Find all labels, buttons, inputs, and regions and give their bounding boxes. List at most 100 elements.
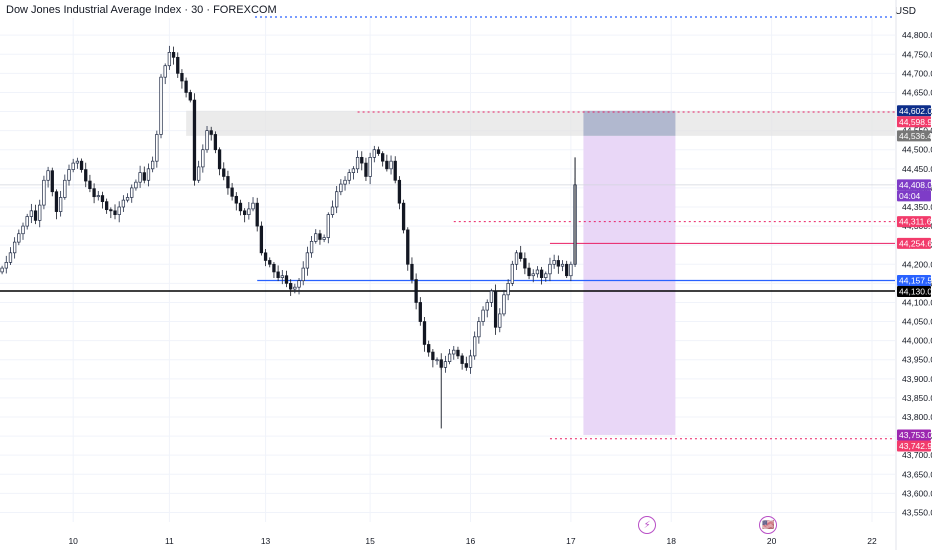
long-position-stop-area (583, 135, 676, 435)
candle-body (79, 160, 84, 170)
price-tag (897, 286, 931, 297)
candle-body (0, 267, 4, 273)
y-tick-label: 43,700.0 (902, 450, 932, 460)
candle-body (17, 233, 21, 243)
candle-body (452, 349, 456, 355)
candle-body (535, 269, 540, 275)
price-tag (897, 105, 931, 117)
currency-label[interactable]: USD (894, 6, 916, 17)
candle-body (406, 229, 410, 265)
candle-body (88, 180, 92, 190)
candle-body (447, 353, 452, 362)
candle-body (456, 349, 460, 357)
y-tick-label: 43,650.0 (902, 469, 932, 479)
candle-body (155, 134, 159, 162)
candle-body (389, 160, 393, 170)
price-tag-label: 43,753.0 (899, 430, 932, 440)
candle-body (217, 149, 222, 170)
x-tick-label: 18 (667, 536, 677, 546)
candle-body (464, 363, 468, 368)
candle-body (498, 313, 502, 328)
candle-body (427, 344, 431, 353)
candle-body (234, 195, 238, 204)
price-tag-label: 44,311.6 (899, 217, 932, 227)
price-tag-label: 44,254.6 (899, 238, 932, 248)
candle-body (21, 225, 25, 235)
x-tick-label: 16 (466, 536, 476, 546)
candle-body (146, 168, 151, 181)
y-tick-label: 43,900.0 (902, 374, 932, 384)
lightning-icon[interactable]: ⚡ (638, 516, 657, 534)
candle-body (263, 252, 268, 261)
price-tag-label: 44,598.9 (899, 117, 932, 127)
y-tick-label: 43,850.0 (902, 393, 932, 403)
candle-body (435, 359, 439, 362)
candle-body (397, 179, 402, 204)
candle-body (514, 252, 519, 265)
candle-body (301, 267, 305, 282)
candle-body (481, 309, 485, 322)
price-tag (897, 179, 931, 191)
price-tag (897, 216, 931, 228)
candle-body (50, 170, 54, 193)
candle-body (63, 179, 67, 198)
candle-body (167, 52, 172, 67)
candle-body (314, 233, 318, 242)
candle-body (339, 183, 343, 193)
candle-body (138, 172, 142, 183)
y-tick-label: 43,600.0 (902, 488, 932, 498)
x-tick-label: 13 (261, 536, 271, 546)
candle-body (75, 160, 80, 164)
candle-body (460, 355, 464, 364)
candle-body (276, 271, 280, 278)
price-tag-label: 44,130.0 (899, 287, 932, 297)
x-tick-label: 20 (767, 536, 777, 546)
candle-body (473, 336, 477, 357)
candle-body (109, 209, 113, 212)
candle-body (489, 290, 494, 303)
candle-body (401, 202, 406, 231)
price-tag-label: 44,157.5 (899, 276, 932, 286)
price-tag-label: 04:04 (899, 191, 921, 201)
y-tick-label: 44,750.0 (902, 49, 932, 59)
candle-body (4, 262, 8, 269)
candle-body (502, 294, 506, 315)
candle-body (506, 283, 510, 296)
candle-body (117, 206, 121, 215)
candle-body (255, 202, 259, 227)
candle-body (322, 237, 326, 240)
candle-body (364, 162, 368, 177)
price-tag (897, 130, 931, 142)
y-tick-label: 43,550.0 (902, 507, 932, 517)
candle-body (272, 263, 276, 273)
price-tag (897, 440, 931, 452)
candle-body (289, 283, 293, 290)
candle-body (33, 210, 38, 221)
candle-body (67, 169, 71, 181)
candle-body (238, 202, 243, 212)
candle-body (12, 241, 17, 254)
long-position-target-area (583, 110, 676, 136)
flag-icon[interactable]: 🇺🇸 (759, 516, 778, 534)
candle-body (297, 280, 301, 288)
price-tag-label: 43,742.9 (899, 441, 932, 451)
y-tick-label: 44,050.0 (902, 317, 932, 327)
x-tick-label: 11 (165, 536, 174, 546)
candle-body (163, 65, 167, 78)
candle-body (113, 210, 117, 215)
candle-body (8, 252, 13, 263)
candle-body (171, 52, 176, 58)
candle-body (176, 56, 180, 74)
y-tick-label: 44,650.0 (902, 87, 932, 97)
candle-body (343, 179, 347, 185)
candle-body (192, 99, 197, 181)
candle-body (422, 321, 427, 345)
candle-body (309, 241, 314, 254)
price-tag-label: 44,536.4 (899, 131, 932, 141)
candle-body (393, 160, 397, 181)
price-tag (897, 275, 931, 286)
x-tick-label: 17 (566, 536, 576, 546)
candle-body (100, 195, 105, 203)
resistance-zone (186, 110, 896, 136)
